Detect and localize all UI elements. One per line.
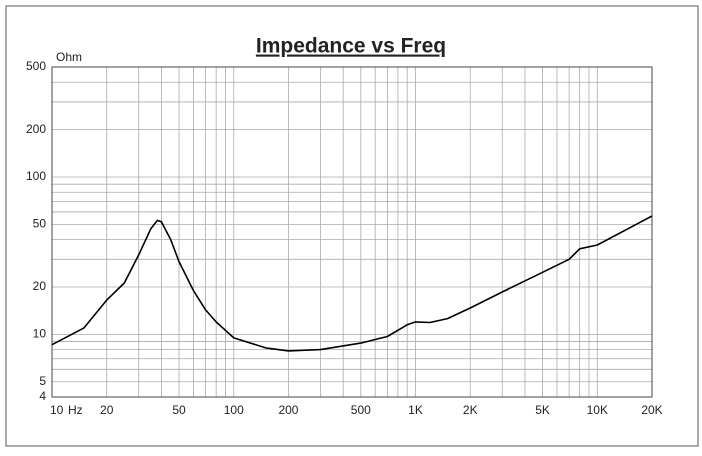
x-tick-label: 5K bbox=[535, 403, 550, 417]
x-tick-label: 1K bbox=[408, 403, 423, 417]
y-tick-label: 50 bbox=[33, 217, 47, 231]
x-tick-label: 2K bbox=[463, 403, 478, 417]
x-tick-label: 50 bbox=[172, 403, 186, 417]
x-axis-label: Hz bbox=[68, 403, 83, 417]
y-tick-label: 20 bbox=[33, 279, 47, 293]
x-tick-label: 10K bbox=[587, 403, 608, 417]
chart-title: Impedance vs Freq bbox=[256, 35, 446, 58]
y-tick-label: 5 bbox=[39, 374, 46, 388]
y-tick-label: 10 bbox=[33, 327, 47, 341]
x-tick-label: 100 bbox=[224, 403, 244, 417]
x-tick-label: 500 bbox=[351, 403, 371, 417]
impedance-curve bbox=[51, 215, 653, 352]
y-axis-label: Ohm bbox=[56, 50, 82, 64]
y-tick-label: 200 bbox=[26, 122, 46, 136]
y-tick-label: 4 bbox=[39, 389, 46, 403]
frame bbox=[5, 5, 699, 447]
x-tick-label: 20 bbox=[100, 403, 114, 417]
x-tick-label: 200 bbox=[278, 403, 298, 417]
y-tick-label: 100 bbox=[26, 169, 46, 183]
x-tick-label: 20K bbox=[641, 403, 662, 417]
x-tick-label: 10 bbox=[50, 403, 64, 417]
y-tick-label: 500 bbox=[26, 59, 46, 73]
plot-border bbox=[51, 66, 653, 398]
